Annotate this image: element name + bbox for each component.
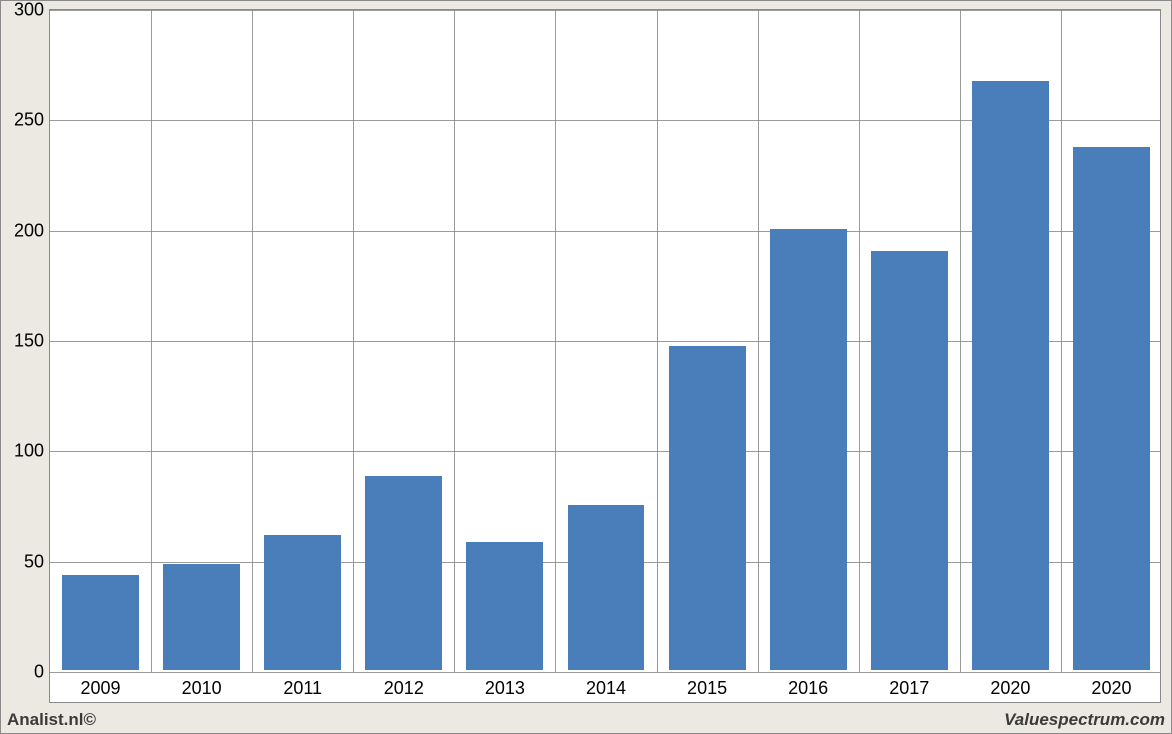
x-tick-label: 2017 (889, 672, 929, 699)
bar (62, 575, 139, 670)
bar (365, 476, 442, 670)
x-tick-label: 2012 (384, 672, 424, 699)
footer-left-credit: Analist.nl© (7, 710, 96, 730)
x-tick-label: 2013 (485, 672, 525, 699)
bar (770, 229, 847, 670)
x-tick-label: 2020 (990, 672, 1030, 699)
bar (264, 535, 341, 670)
x-tick-label: 2016 (788, 672, 828, 699)
y-tick-label: 100 (14, 441, 50, 462)
gridline-x (454, 10, 455, 672)
bar (1073, 147, 1150, 670)
plot-area: 0501001502002503002009201020112012201320… (49, 9, 1161, 703)
gridline-x (252, 10, 253, 672)
gridline-y (50, 10, 1160, 11)
gridline-x (657, 10, 658, 672)
gridline-x (859, 10, 860, 672)
gridline-x (1061, 10, 1062, 672)
y-tick-label: 200 (14, 220, 50, 241)
bar (163, 564, 240, 670)
y-tick-label: 150 (14, 331, 50, 352)
gridline-x (151, 10, 152, 672)
chart-container: 0 50 100 150 200 250 300 2009 2010 2011 2012 2013 20… (0, 0, 1172, 734)
x-tick-label: 2011 (283, 672, 322, 699)
gridline-x (960, 10, 961, 672)
footer-right-credit: Valuespectrum.com (1004, 710, 1165, 730)
bar (568, 505, 645, 671)
x-tick-label: 2010 (182, 672, 222, 699)
bar (972, 81, 1049, 670)
gridline-x (353, 10, 354, 672)
x-tick-label: 2020 (1091, 672, 1131, 699)
y-tick-label: 300 (14, 0, 50, 21)
gridline-x (555, 10, 556, 672)
y-tick-label: 0 (34, 662, 50, 683)
x-tick-label: 2015 (687, 672, 727, 699)
bar (669, 346, 746, 670)
y-tick-label: 50 (24, 551, 50, 572)
x-tick-label: 2014 (586, 672, 626, 699)
gridline-x (758, 10, 759, 672)
bar (466, 542, 543, 670)
x-tick-label: 2009 (81, 672, 121, 699)
bar (871, 251, 948, 670)
y-tick-label: 250 (14, 110, 50, 131)
